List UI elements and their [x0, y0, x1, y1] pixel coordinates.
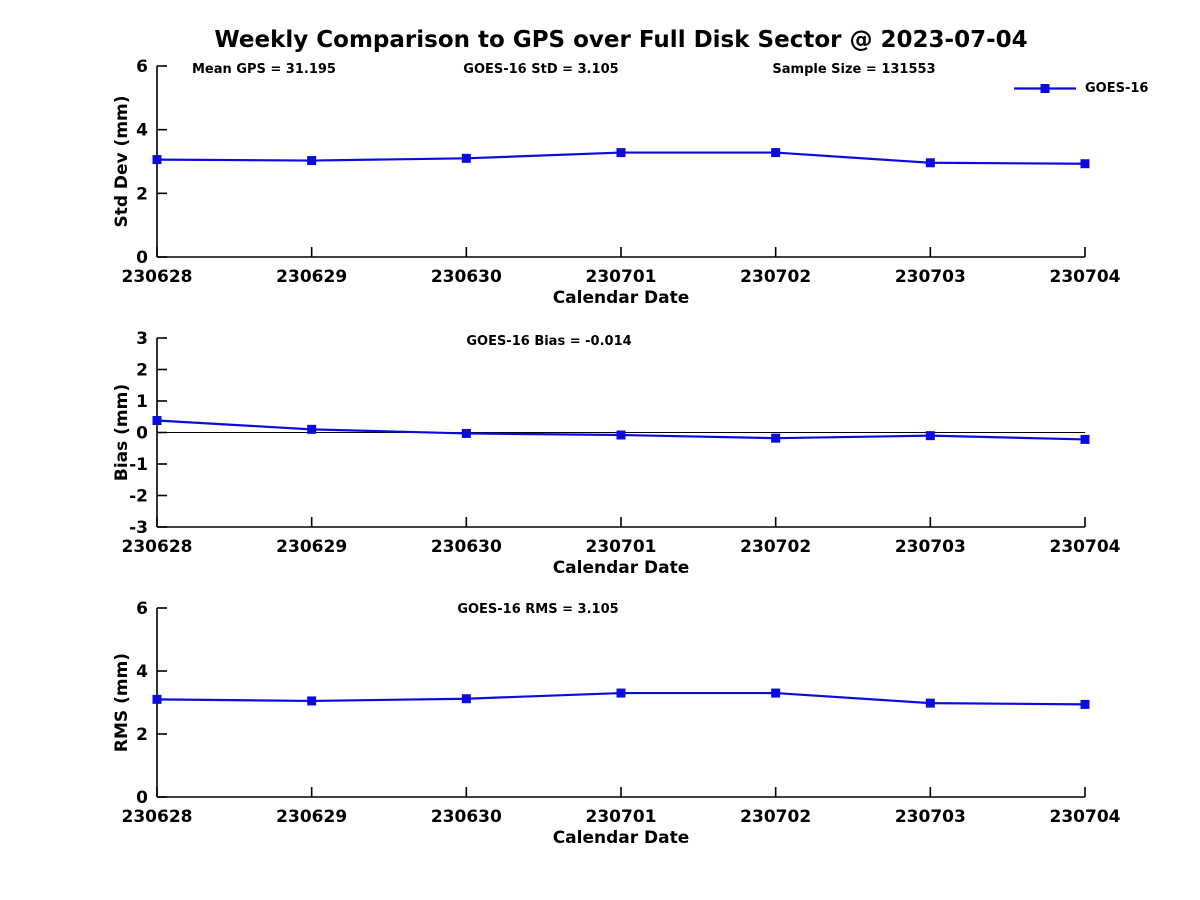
std-dev-annotation: GOES-16 StD = 3.105: [463, 62, 618, 77]
std-dev-xlabel: Calendar Date: [553, 288, 690, 308]
std-dev-xtick-label: 230704: [1050, 267, 1121, 287]
rms-marker: [771, 688, 781, 698]
bias-marker: [461, 428, 471, 438]
std-dev-marker: [307, 156, 317, 166]
rms-annotation: GOES-16 RMS = 3.105: [457, 602, 618, 617]
rms-xtick-label: 230629: [276, 807, 347, 827]
bias-ytick-label: 1: [136, 392, 148, 412]
rms-ytick-label: 4: [136, 662, 148, 682]
bias-marker: [1080, 434, 1090, 444]
rms-xtick-label: 230702: [740, 807, 811, 827]
bias-xtick-label: 230702: [740, 537, 811, 557]
rms-xtick-label: 230704: [1050, 807, 1121, 827]
rms-ytick-label: 2: [136, 725, 148, 745]
bias-xtick-label: 230704: [1050, 537, 1121, 557]
std-dev-ytick-label: 6: [136, 57, 148, 77]
std-dev-marker: [461, 153, 471, 163]
rms-marker: [461, 694, 471, 704]
rms-marker: [307, 696, 317, 706]
bias-ytick-label: -2: [129, 487, 148, 507]
std-dev-marker: [1080, 159, 1090, 169]
std-dev-xtick-label: 230701: [586, 267, 657, 287]
std-dev-xtick-label: 230702: [740, 267, 811, 287]
bias-marker: [152, 416, 162, 426]
bias-ylabel: Bias (mm): [112, 384, 132, 481]
bias-marker: [925, 431, 935, 441]
bias-annotation: GOES-16 Bias = -0.014: [466, 334, 631, 349]
std-dev-xtick-label: 230703: [895, 267, 966, 287]
bias-xtick-label: 230628: [122, 537, 193, 557]
chart-title: Weekly Comparison to GPS over Full Disk …: [214, 27, 1028, 53]
rms-marker: [1080, 699, 1090, 709]
std-dev-marker: [616, 148, 626, 158]
bias-xtick-label: 230703: [895, 537, 966, 557]
rms-xlabel: Calendar Date: [553, 828, 690, 848]
std-dev-ylabel: Std Dev (mm): [112, 95, 132, 227]
legend-line-marker-icon: [1014, 84, 1076, 93]
std-dev-xtick-label: 230628: [122, 267, 193, 287]
bias-xlabel: Calendar Date: [553, 558, 690, 578]
bias-xtick-label: 230629: [276, 537, 347, 557]
bias-marker: [616, 430, 626, 440]
rms-marker: [152, 694, 162, 704]
bias-xtick-label: 230630: [431, 537, 502, 557]
legend: GOES-16: [1013, 81, 1148, 96]
rms-ylabel: RMS (mm): [112, 653, 132, 752]
bias-ytick-label: 3: [136, 329, 148, 349]
rms-marker: [925, 698, 935, 708]
rms-ytick-label: 6: [136, 599, 148, 619]
bias-ytick-label: 0: [136, 424, 148, 444]
rms-ytick-label: 0: [136, 788, 148, 808]
rms-xtick-label: 230701: [586, 807, 657, 827]
std-dev-annotation: Mean GPS = 31.195: [192, 62, 336, 77]
std-dev-ytick-label: 0: [136, 248, 148, 268]
bias-marker: [771, 433, 781, 443]
legend-label: GOES-16: [1085, 81, 1149, 96]
std-dev-xtick-label: 230630: [431, 267, 502, 287]
std-dev-ytick-label: 2: [136, 184, 148, 204]
std-dev-marker: [925, 158, 935, 168]
rms-xtick-label: 230630: [431, 807, 502, 827]
std-dev-annotation: Sample Size = 131553: [772, 62, 935, 77]
std-dev-xtick-label: 230629: [276, 267, 347, 287]
bias-marker: [307, 424, 317, 434]
bias-ytick-label: -1: [129, 455, 148, 475]
bias-ytick-label: -3: [129, 518, 148, 538]
std-dev-ytick-label: 4: [136, 121, 148, 141]
bias-ytick-label: 2: [136, 361, 148, 381]
bias-xtick-label: 230701: [586, 537, 657, 557]
std-dev-marker: [152, 155, 162, 165]
rms-xtick-label: 230703: [895, 807, 966, 827]
rms-xtick-label: 230628: [122, 807, 193, 827]
std-dev-marker: [771, 148, 781, 158]
rms-marker: [616, 688, 626, 698]
